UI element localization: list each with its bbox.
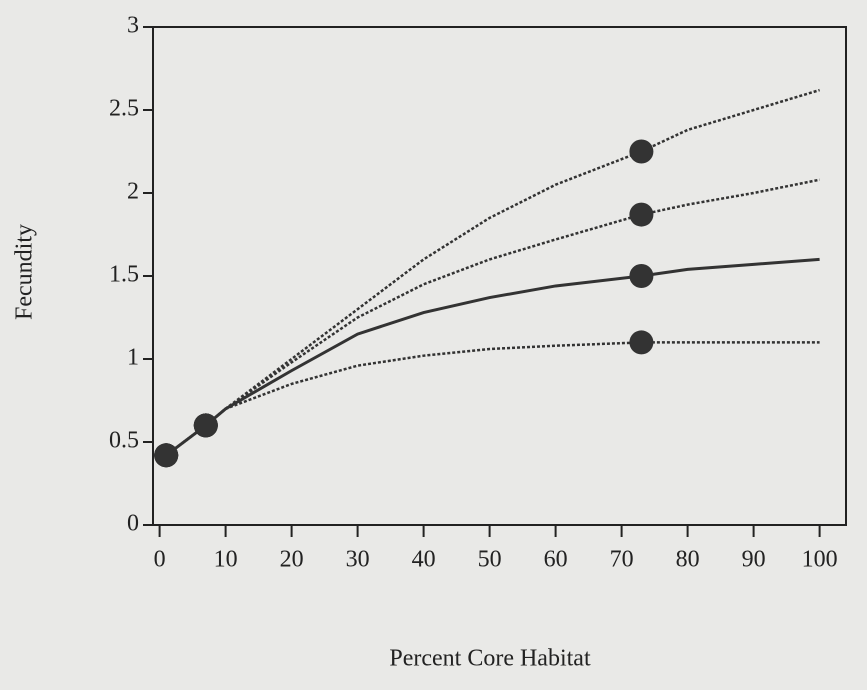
x-tick-label: 100 <box>802 547 838 573</box>
marker <box>629 139 654 164</box>
y-tick-label: 1 <box>127 345 139 371</box>
x-tick-label: 10 <box>214 547 238 573</box>
x-tick-label: 40 <box>412 547 436 573</box>
x-tick-label: 30 <box>346 547 370 573</box>
x-tick-label: 70 <box>610 547 634 573</box>
y-tick-label: 3 <box>127 13 139 39</box>
marker <box>629 202 654 227</box>
x-tick-label: 50 <box>478 547 502 573</box>
x-tick-label: 60 <box>544 547 568 573</box>
line <box>165 341 820 457</box>
y-tick-label: 2 <box>127 179 139 205</box>
x-tick-label: 0 <box>154 547 166 573</box>
marker <box>154 443 179 468</box>
x-tick-label: 80 <box>676 547 700 573</box>
x-tick-label: 20 <box>280 547 304 573</box>
y-tick-label: 1.5 <box>109 262 139 288</box>
y-tick-label: 2.5 <box>109 96 139 122</box>
marker <box>629 330 654 355</box>
y-tick-label: 0 <box>127 511 139 537</box>
y-tick-label: 0.5 <box>109 428 139 454</box>
marker <box>193 413 218 438</box>
x-axis-label: Percent Core Habitat <box>389 646 591 672</box>
y-axis-label: Fecundity <box>12 224 38 320</box>
marker <box>629 264 654 288</box>
x-tick-label: 90 <box>742 547 766 573</box>
